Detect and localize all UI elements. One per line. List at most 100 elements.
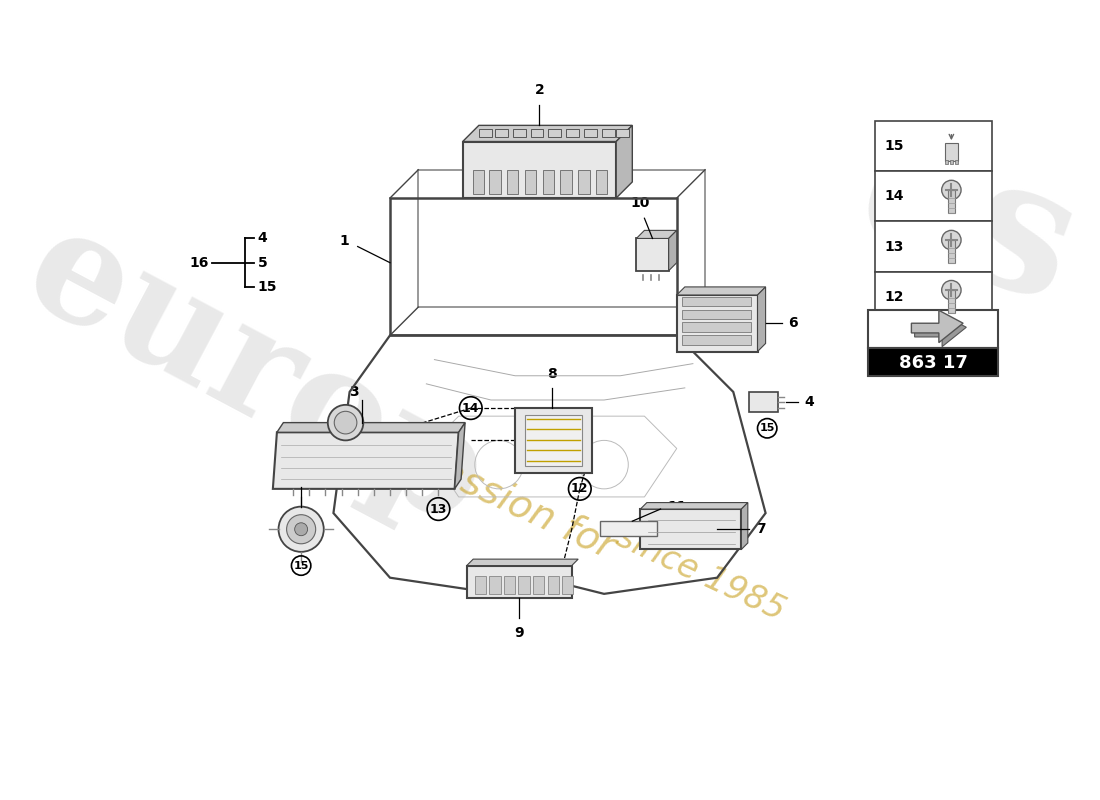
Circle shape	[287, 514, 316, 544]
Polygon shape	[676, 287, 766, 295]
Bar	[562, 576, 573, 594]
Text: 15: 15	[759, 423, 774, 434]
Bar	[948, 290, 955, 313]
Bar	[542, 170, 554, 194]
Bar	[945, 143, 958, 161]
Circle shape	[328, 405, 363, 440]
Polygon shape	[466, 559, 579, 566]
Polygon shape	[600, 521, 657, 536]
Bar	[579, 170, 590, 194]
Bar	[507, 170, 518, 194]
Text: 10: 10	[630, 196, 650, 210]
Circle shape	[278, 506, 323, 552]
Polygon shape	[912, 310, 964, 342]
Bar	[682, 322, 751, 332]
Bar	[955, 160, 958, 164]
Bar	[948, 190, 955, 213]
Circle shape	[942, 230, 961, 250]
Polygon shape	[741, 502, 748, 550]
Bar	[874, 271, 992, 322]
Text: 13: 13	[884, 239, 904, 254]
Text: 12: 12	[571, 482, 588, 495]
Text: 863 17: 863 17	[899, 354, 968, 371]
Polygon shape	[637, 238, 669, 270]
Bar	[868, 310, 998, 348]
Polygon shape	[463, 126, 632, 142]
Bar	[513, 130, 526, 138]
Bar	[682, 310, 751, 319]
Text: es: es	[836, 102, 1099, 342]
Bar	[475, 576, 486, 594]
Bar	[566, 130, 579, 138]
Text: 15: 15	[257, 280, 277, 294]
Bar	[490, 576, 500, 594]
Bar	[548, 130, 561, 138]
Bar	[948, 240, 955, 262]
Bar	[874, 171, 992, 222]
Bar	[534, 576, 544, 594]
Bar	[473, 170, 484, 194]
Bar	[560, 170, 572, 194]
Polygon shape	[914, 314, 966, 346]
Text: 11: 11	[667, 500, 686, 514]
Polygon shape	[454, 422, 465, 489]
Text: 14: 14	[462, 402, 480, 414]
Text: 1: 1	[340, 234, 350, 248]
Bar	[518, 576, 530, 594]
Bar	[495, 130, 508, 138]
Bar	[478, 130, 492, 138]
Text: 2: 2	[535, 83, 544, 97]
Text: 5: 5	[257, 256, 267, 270]
Bar	[596, 170, 607, 194]
Bar	[616, 130, 629, 138]
Polygon shape	[640, 509, 741, 550]
Bar	[874, 222, 992, 271]
Text: 14: 14	[884, 190, 904, 203]
Bar	[949, 160, 953, 164]
Circle shape	[942, 180, 961, 200]
Text: a passion for: a passion for	[377, 427, 620, 567]
Polygon shape	[676, 295, 758, 351]
Bar	[548, 576, 559, 594]
Bar	[490, 170, 500, 194]
Text: since 1985: since 1985	[612, 520, 791, 627]
Bar	[868, 348, 998, 376]
Circle shape	[942, 281, 961, 300]
Polygon shape	[749, 392, 778, 412]
Polygon shape	[525, 414, 582, 466]
Circle shape	[295, 522, 308, 536]
Bar	[874, 122, 992, 171]
Text: 16: 16	[189, 256, 209, 270]
Text: 6: 6	[789, 316, 797, 330]
Bar	[530, 130, 543, 138]
Text: 15: 15	[294, 561, 309, 570]
Bar	[584, 130, 597, 138]
Polygon shape	[758, 287, 766, 351]
Circle shape	[334, 411, 356, 434]
FancyArrowPatch shape	[949, 134, 954, 139]
Text: 12: 12	[884, 290, 904, 304]
Text: 7: 7	[756, 522, 766, 536]
Text: europ: europ	[2, 194, 512, 558]
Text: 5: 5	[287, 474, 297, 488]
Polygon shape	[273, 432, 459, 489]
Text: 3: 3	[349, 385, 359, 399]
Bar	[602, 130, 615, 138]
Bar	[682, 297, 751, 306]
Bar	[525, 170, 536, 194]
Text: 13: 13	[430, 502, 447, 515]
Text: 4: 4	[804, 395, 814, 410]
Polygon shape	[616, 126, 632, 198]
Text: 8: 8	[547, 366, 557, 381]
Polygon shape	[515, 408, 592, 473]
Text: 15: 15	[884, 139, 904, 154]
Bar	[682, 335, 751, 345]
Bar	[504, 576, 515, 594]
Text: 4: 4	[257, 231, 267, 246]
Polygon shape	[463, 142, 616, 198]
Polygon shape	[466, 566, 572, 598]
Bar	[945, 160, 948, 164]
Polygon shape	[277, 422, 465, 432]
Polygon shape	[669, 230, 676, 270]
Text: 9: 9	[515, 626, 524, 640]
